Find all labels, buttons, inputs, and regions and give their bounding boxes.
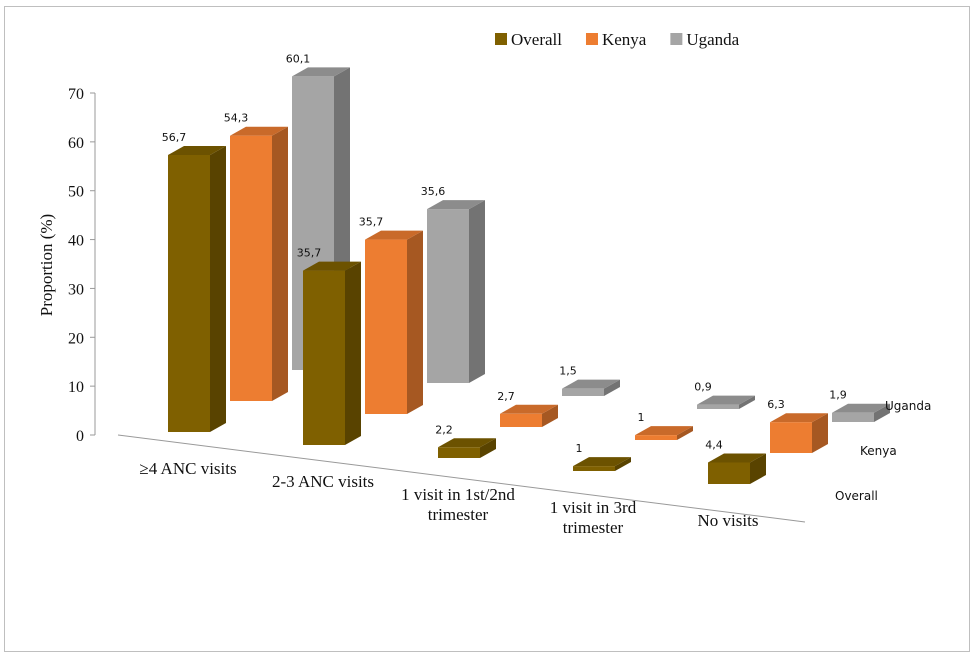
bar-front bbox=[697, 404, 739, 409]
x-axis bbox=[117, 434, 806, 523]
x-tick-label: No visits bbox=[697, 511, 759, 530]
bar bbox=[230, 126, 288, 401]
bar-top bbox=[303, 261, 361, 271]
bar-top bbox=[365, 230, 423, 240]
bar-side bbox=[542, 404, 558, 427]
depth-label: Kenya bbox=[860, 444, 897, 458]
bar-front bbox=[562, 388, 604, 396]
bar-side bbox=[812, 413, 828, 453]
value-label: 2,2 bbox=[435, 423, 453, 436]
bar-top bbox=[168, 145, 226, 155]
y-axis-title: Proportion (%) bbox=[37, 214, 56, 316]
bar bbox=[427, 200, 485, 383]
bar bbox=[303, 261, 361, 445]
bar-side bbox=[874, 403, 890, 422]
value-label: 35,6 bbox=[421, 185, 446, 198]
bar-front bbox=[573, 466, 615, 471]
bar bbox=[438, 438, 496, 458]
legend-label: Uganda bbox=[686, 30, 739, 49]
bar-side bbox=[480, 438, 496, 458]
bar-top bbox=[500, 404, 558, 414]
legend-label: Kenya bbox=[602, 30, 647, 49]
value-label: 54,3 bbox=[224, 112, 249, 125]
depth-label: Overall bbox=[835, 489, 878, 503]
bar bbox=[562, 379, 620, 396]
bar bbox=[770, 413, 828, 453]
bar-top bbox=[635, 426, 693, 436]
value-label: 56,7 bbox=[162, 131, 187, 144]
bar-top bbox=[427, 200, 485, 210]
bar-side bbox=[210, 145, 226, 433]
bar-top bbox=[438, 438, 496, 448]
bar-side bbox=[407, 230, 423, 414]
bar bbox=[708, 453, 766, 484]
value-label: 60,1 bbox=[286, 52, 311, 65]
bar-top bbox=[832, 403, 890, 413]
x-tick-label: 2-3 ANC visits bbox=[271, 472, 375, 491]
bar bbox=[697, 395, 755, 409]
bar bbox=[500, 404, 558, 427]
bar-top bbox=[562, 379, 620, 389]
y-tick-label: 60 bbox=[68, 135, 84, 152]
bar-front bbox=[832, 412, 874, 422]
bar-front bbox=[365, 239, 407, 414]
legend-swatch bbox=[585, 33, 598, 45]
y-tick-label: 0 bbox=[76, 428, 84, 445]
bar-side bbox=[750, 453, 766, 484]
bar-side bbox=[739, 395, 755, 409]
depth-label: Uganda bbox=[885, 399, 931, 413]
value-label: 4,4 bbox=[705, 439, 723, 452]
x-tick-label: 1 visit in 3rd trimester bbox=[549, 498, 637, 537]
bar bbox=[365, 230, 423, 414]
value-label: 6,3 bbox=[767, 398, 785, 411]
y-tick-label: 10 bbox=[68, 379, 84, 396]
bar-front bbox=[168, 154, 210, 433]
bar-side bbox=[272, 126, 288, 401]
bar bbox=[168, 145, 226, 433]
value-label: 1,9 bbox=[829, 389, 847, 402]
bar bbox=[573, 457, 631, 471]
value-label: 1,5 bbox=[559, 365, 577, 378]
value-label: 2,7 bbox=[497, 390, 515, 403]
bar-top bbox=[708, 453, 766, 463]
bar bbox=[635, 426, 693, 440]
bar-top bbox=[230, 126, 288, 136]
legend-label: Overall bbox=[511, 30, 562, 49]
bar bbox=[832, 403, 890, 422]
bar-front bbox=[438, 447, 480, 458]
bar-front bbox=[635, 435, 677, 440]
bar-top bbox=[697, 395, 755, 405]
bar-front bbox=[500, 413, 542, 427]
y-tick-label: 40 bbox=[68, 233, 84, 250]
value-label: 35,7 bbox=[297, 247, 322, 260]
bar-side bbox=[345, 261, 361, 445]
frame bbox=[4, 6, 970, 652]
x-tick-label: ≥4 ANC visits bbox=[139, 459, 237, 478]
x-tick-label: 1 visit in 1st/2nd trimester bbox=[401, 485, 515, 524]
bar-side bbox=[604, 379, 620, 396]
bar-front bbox=[230, 135, 272, 401]
bar-side bbox=[677, 426, 693, 440]
bar-front bbox=[427, 209, 469, 383]
y-tick-label: 70 bbox=[68, 86, 84, 103]
value-label: 0,9 bbox=[694, 381, 712, 394]
bar-front bbox=[770, 422, 812, 453]
bar-side bbox=[469, 200, 485, 383]
bar-top bbox=[770, 413, 828, 423]
value-label: 1 bbox=[638, 411, 645, 424]
value-label: 1 bbox=[576, 442, 583, 455]
bar-side bbox=[615, 457, 631, 471]
bar-front bbox=[708, 462, 750, 484]
bar-top bbox=[292, 67, 350, 77]
value-label: 35,7 bbox=[359, 216, 384, 229]
y-tick-label: 50 bbox=[68, 184, 84, 201]
y-tick-label: 30 bbox=[68, 281, 84, 298]
y-tick-label: 20 bbox=[68, 330, 84, 347]
bar-top bbox=[573, 457, 631, 467]
bar-front bbox=[303, 270, 345, 445]
legend-swatch bbox=[670, 33, 683, 45]
legend-swatch bbox=[495, 33, 507, 45]
